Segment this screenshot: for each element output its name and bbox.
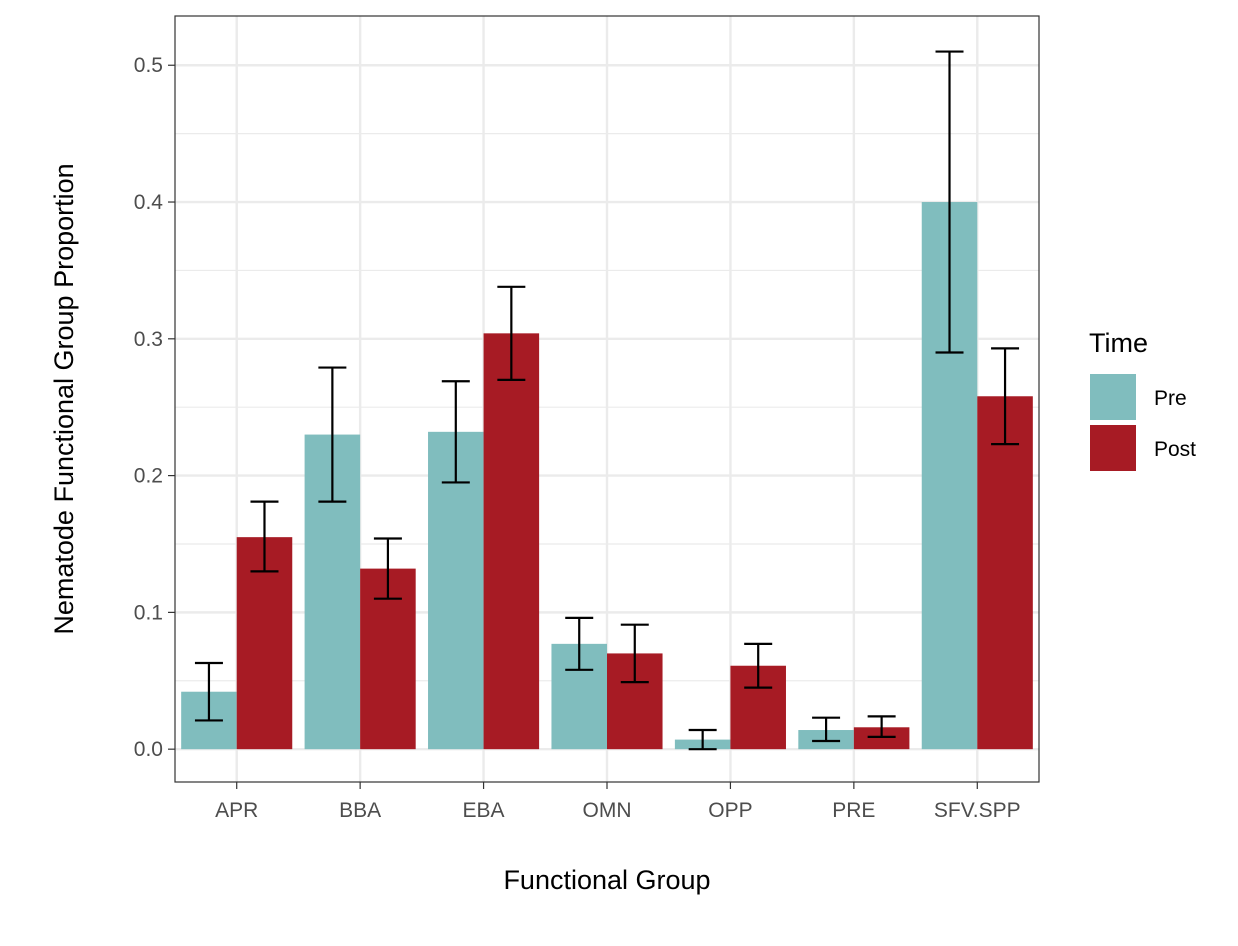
errorbar-post-eba: [497, 285, 526, 381]
bar-post-apr: [236, 537, 293, 750]
x-axis: APR BBA EBA OMN OPP PRE SFV.SPP: [215, 782, 1021, 822]
plot-panel: [174, 15, 1040, 783]
legend-title: Time: [1089, 328, 1148, 358]
y-tick-label: 0.1: [134, 601, 163, 624]
errorbar-pre-bba: [318, 366, 347, 503]
errorbar-pre-opp: [688, 728, 717, 751]
errorbar-post-omn: [620, 623, 649, 684]
legend-item-pre: Pre: [1090, 374, 1187, 420]
bar-post-eba: [483, 333, 540, 750]
errorbar-pre-pre: [812, 716, 841, 743]
bar-pre-eba: [428, 431, 484, 750]
errorbar-pre-sfv.spp: [935, 50, 964, 354]
legend-label-post: Post: [1154, 438, 1196, 461]
bar-post-sfv.spp: [977, 396, 1033, 750]
legend-item-post: Post: [1090, 425, 1196, 471]
error-bars: [194, 50, 1020, 751]
y-tick-label: 0.5: [134, 54, 163, 77]
legend-key-post: [1090, 425, 1136, 471]
errorbar-pre-omn: [565, 616, 594, 671]
x-tick-label: APR: [215, 799, 258, 822]
errorbar-post-sfv.spp: [991, 347, 1020, 446]
errorbar-post-opp: [744, 642, 773, 689]
errorbar-post-apr: [250, 500, 279, 573]
errorbar-pre-eba: [441, 380, 470, 484]
y-tick-label: 0.3: [134, 328, 163, 351]
x-tick-label: EBA: [463, 799, 505, 822]
bar-post-pre: [853, 727, 910, 750]
x-tick-label: PRE: [832, 799, 875, 822]
legend: Time Pre Post: [1089, 328, 1196, 471]
x-tick-label: OPP: [708, 799, 752, 822]
errorbar-post-pre: [867, 715, 896, 738]
x-axis-title: Functional Group: [503, 865, 710, 895]
y-axis: 0.0 0.1 0.2 0.3 0.4 0.5: [134, 54, 175, 761]
y-axis-title: Nematode Functional Group Proportion: [49, 163, 79, 634]
legend-items: Pre Post: [1090, 374, 1196, 471]
x-tick-label: SFV.SPP: [934, 799, 1021, 822]
y-tick-label: 0.2: [134, 465, 163, 488]
errorbar-post-bba: [373, 537, 402, 600]
legend-label-pre: Pre: [1154, 387, 1187, 410]
x-tick-label: BBA: [339, 799, 381, 822]
y-tick-label: 0.0: [134, 738, 163, 761]
legend-key-pre: [1090, 374, 1136, 420]
y-tick-label: 0.4: [134, 191, 164, 214]
bars: [181, 202, 1033, 750]
x-tick-label: OMN: [583, 799, 632, 822]
errorbar-pre-apr: [194, 661, 223, 722]
